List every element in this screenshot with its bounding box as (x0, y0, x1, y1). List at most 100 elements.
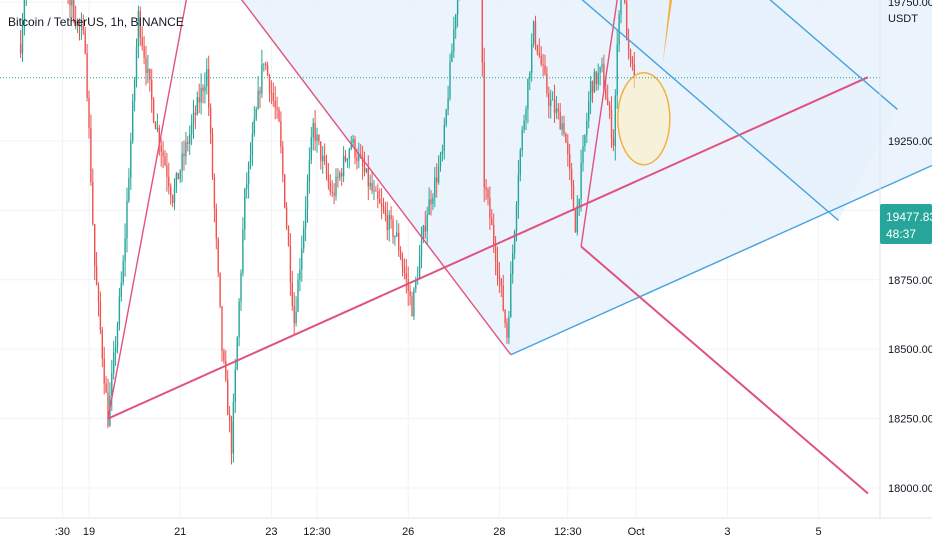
candle-body (339, 172, 341, 178)
candle-body (388, 215, 390, 231)
candle-body (265, 63, 267, 66)
pitchfork-1-handle-ab[interactable] (197, 0, 512, 356)
candle-body (455, 14, 457, 30)
candle-body (513, 231, 516, 254)
candle-body (441, 151, 444, 155)
candle-body (595, 71, 597, 85)
candle-body (574, 210, 577, 233)
pitchfork-1-handle-a[interactable] (107, 0, 197, 419)
candle-body (183, 153, 185, 157)
pitchfork-1-median[interactable] (107, 76, 869, 420)
candle-body (132, 101, 134, 142)
candle-body (603, 64, 605, 89)
pitchfork-2-lower[interactable] (575, 0, 840, 222)
candle-body (531, 43, 533, 73)
price-tick-label: 18000.00 (888, 483, 932, 495)
candle-body (409, 290, 411, 296)
price-badge-countdown: 48:37 (886, 227, 916, 241)
currency-label: USDT (888, 13, 918, 25)
highlight-ellipse[interactable] (617, 72, 671, 166)
pitchfork-2-median[interactable] (580, 245, 869, 495)
pitchfork-1-lower[interactable] (510, 124, 932, 356)
time-axis[interactable]: :30 19 21 23 12:30 26 28 12:30 Oct 3 5 (55, 526, 822, 538)
candle-body (86, 53, 88, 98)
candle-body (190, 123, 193, 135)
forecast-arrow[interactable] (662, 0, 713, 64)
candle-body (494, 244, 497, 262)
candle-body (428, 199, 430, 215)
candle-body (124, 238, 126, 262)
time-tick-label: 21 (174, 526, 186, 538)
candle-body (170, 186, 172, 196)
candle-body (483, 62, 485, 188)
candle-body (392, 219, 394, 238)
candle-body (394, 236, 396, 238)
candle-body (333, 192, 335, 196)
candle-body (523, 120, 525, 131)
candle-body (105, 383, 107, 393)
candle-body (527, 78, 529, 109)
candle-body (436, 177, 438, 183)
candle-body (215, 208, 217, 239)
candle-body (145, 57, 147, 73)
candle-body (259, 90, 261, 94)
candle-body (485, 187, 487, 191)
candle-body (335, 176, 337, 196)
candle-body (608, 105, 611, 110)
candle-body (200, 87, 202, 103)
candle-body (147, 68, 149, 73)
candle-body (538, 53, 540, 56)
candle-body (532, 21, 535, 44)
candle-body (246, 184, 248, 189)
candle-body (576, 205, 578, 233)
candle-body (569, 154, 571, 169)
candle-body (384, 210, 387, 215)
candle-body (158, 127, 160, 146)
candle-body (316, 134, 318, 141)
time-tick-label: 19 (83, 526, 95, 538)
candle-body (540, 55, 542, 65)
candle-body (133, 79, 136, 102)
candle-body (177, 173, 179, 180)
candle-body (204, 86, 206, 92)
candle-body (371, 182, 373, 192)
price-badge-bg (880, 204, 932, 244)
pitchfork-2-upper[interactable] (634, 0, 898, 110)
candle-body (295, 311, 297, 324)
pitchfork-2-handle-a[interactable] (580, 0, 634, 247)
candle-body (626, 2, 628, 40)
candle-body (418, 256, 421, 279)
candle-body (390, 215, 392, 220)
candle-body (398, 232, 400, 251)
candle-body (242, 229, 244, 273)
candle-body (107, 392, 109, 427)
candle-body (175, 173, 178, 187)
price-axis[interactable]: 18000.0018250.0018500.0018750.0019000.00… (888, 0, 932, 495)
candle-body (344, 155, 347, 161)
candle-body (120, 282, 122, 297)
candle-body (228, 414, 231, 421)
candle-body (506, 323, 508, 338)
candle-body (261, 64, 263, 94)
candle-body (225, 360, 227, 380)
candle-body (563, 123, 565, 134)
candle-body (187, 142, 189, 144)
candle-body (308, 159, 311, 182)
candle-body (504, 310, 506, 324)
candle-body (310, 137, 312, 160)
candle-body (202, 87, 204, 92)
candle-body (230, 420, 233, 454)
candle-body (164, 156, 166, 166)
candle-body (633, 63, 635, 78)
candle-body (227, 379, 229, 415)
candle-body (456, 0, 459, 15)
candle-body (160, 145, 162, 152)
drawings[interactable] (107, 0, 932, 495)
candle-body (401, 259, 404, 267)
axes (0, 0, 932, 519)
candle-body (282, 147, 284, 175)
candle-body (451, 51, 453, 62)
candle-body (21, 24, 24, 54)
candle-body (192, 112, 195, 124)
